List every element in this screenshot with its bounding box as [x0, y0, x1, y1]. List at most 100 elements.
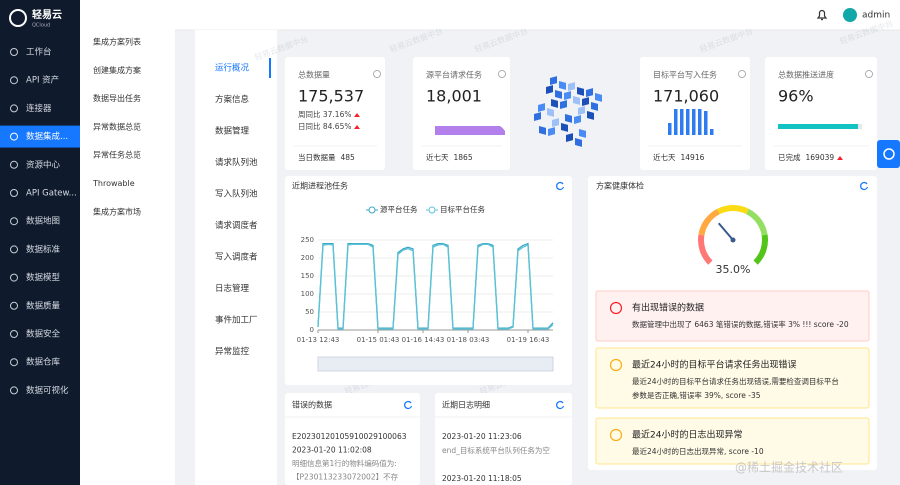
mini-bar: [680, 109, 684, 135]
stat-title: 总数据量: [298, 70, 330, 80]
gauge-hub: [730, 237, 736, 243]
logo-text: 轻易云: [32, 8, 62, 21]
sidebar-item[interactable]: 数据仓库: [26, 357, 61, 368]
mini-bar: [698, 109, 702, 135]
alert: [595, 290, 870, 342]
menu-icon: [10, 330, 18, 338]
nav-item[interactable]: 写入调度者: [215, 252, 258, 263]
nav-item[interactable]: 请求调度者: [215, 220, 258, 231]
sidebar-item[interactable]: 工作台: [26, 47, 52, 58]
sidebar-item[interactable]: 资源中心: [26, 159, 61, 170]
x-tick-label: 01-18 03:43: [447, 336, 490, 344]
sidebar-item[interactable]: 数据集成...: [26, 131, 68, 142]
avatar: [843, 8, 857, 22]
submenu-item[interactable]: 集成方案列表: [93, 37, 141, 47]
up-arrow: [354, 113, 360, 117]
cube: [559, 81, 566, 90]
cube: [591, 102, 598, 111]
nav-panel: [195, 30, 277, 485]
legend-marker: [368, 206, 376, 214]
log-card: [435, 393, 572, 485]
x-tick-label: 01-13 12:43: [297, 336, 340, 344]
series-line: [317, 243, 554, 330]
error-line: 【P230113233072002】不存: [292, 472, 399, 482]
log-line: end_目标系统平台队列任务为空: [442, 445, 550, 455]
sidebar-item[interactable]: API 资产: [26, 75, 59, 86]
sidebar: [0, 0, 80, 485]
sidebar-item[interactable]: 数据质量: [26, 300, 61, 311]
menu-icon: [10, 217, 18, 226]
refresh-icon: [860, 181, 869, 191]
stat-card: [413, 57, 510, 170]
submenu-panel: [80, 0, 175, 485]
cube: [547, 108, 554, 117]
sidebar-item[interactable]: 数据标准: [26, 244, 61, 255]
stat-footer-label: 当日数据量: [298, 152, 336, 162]
legend-label[interactable]: 源平台任务: [380, 204, 418, 214]
mini-bar: [710, 129, 714, 135]
sidebar-item[interactable]: API Gatew...: [26, 189, 77, 199]
menu-icon: [10, 76, 18, 85]
stat-value: 18,001: [426, 87, 482, 106]
stat-title: 源平台请求任务: [426, 70, 482, 80]
menu-icon: [10, 386, 18, 395]
credit: @稀土掘金技术社区: [735, 460, 843, 475]
cube: [587, 110, 594, 120]
stat-value: 171,060: [653, 87, 719, 106]
menu-icon: [10, 104, 18, 113]
progress-fill: [778, 124, 858, 129]
error-line: 2023-01-20 11:02:08: [292, 446, 372, 455]
logo-icon: [9, 9, 27, 27]
info-icon: [738, 70, 746, 78]
nav-item[interactable]: 方案信息: [215, 94, 250, 105]
legend-label[interactable]: 目标平台任务: [440, 204, 485, 214]
submenu-item[interactable]: 异常任务总览: [93, 150, 141, 160]
sidebar-item[interactable]: 数据模型: [26, 272, 61, 283]
nav-item[interactable]: 事件加工厂: [215, 315, 258, 326]
nav-item[interactable]: 异常监控: [215, 346, 250, 357]
stat-footer-label: 已完成: [778, 152, 801, 162]
submenu-item[interactable]: 集成方案市场: [93, 206, 141, 216]
stat-footer-value: 485: [341, 153, 356, 162]
mini-bar: [686, 109, 690, 135]
refresh-icon: [556, 181, 565, 191]
submenu-item[interactable]: 数据导出任务: [93, 93, 141, 103]
cube: [566, 133, 573, 142]
cube: [561, 123, 568, 132]
topbar: [80, 0, 900, 30]
nav-item[interactable]: 运行概况: [215, 63, 250, 74]
gauge-band: [698, 234, 713, 265]
health-title: 方案健康体检: [596, 181, 644, 191]
cube: [538, 103, 545, 112]
nav-item[interactable]: 数据管理: [215, 126, 250, 137]
cube: [582, 97, 589, 107]
submenu-item[interactable]: 异常数据总览: [93, 121, 141, 131]
sidebar-item[interactable]: 连接器: [26, 103, 52, 114]
cube: [552, 118, 559, 128]
chart-title: 近期进程池任务: [292, 181, 348, 191]
menu-icon: [10, 273, 18, 282]
mini-area: [435, 126, 505, 135]
error-title: 错误的数据: [292, 400, 332, 410]
mini-bar: [668, 123, 672, 135]
menu-icon: [10, 358, 18, 367]
stat-change: 日同比 84.65%: [298, 121, 351, 131]
sidebar-item[interactable]: 数据安全: [26, 329, 61, 340]
user-name[interactable]: admin: [862, 11, 890, 21]
cube: [534, 112, 541, 122]
log-line: 2023-01-20 11:23:06: [442, 432, 522, 441]
sidebar-item[interactable]: 数据可视化: [26, 385, 69, 396]
info-icon: [865, 70, 873, 78]
sidebar-item[interactable]: 数据地图: [26, 216, 60, 227]
alert-text: 最近24小时的目标平台请求任务出现错误,需要检查调目标平台: [632, 376, 839, 386]
stat-title: 目标平台写入任务: [653, 70, 717, 80]
nav-item[interactable]: 写入队列池: [215, 189, 258, 200]
nav-item[interactable]: 请求队列池: [215, 157, 258, 168]
y-tick-label: 0: [310, 326, 314, 334]
submenu-item[interactable]: Throwable: [92, 179, 135, 188]
stat-footer-label: 近七天: [653, 152, 676, 162]
alert-icon: [609, 428, 623, 442]
submenu-item[interactable]: 创建集成方案: [93, 65, 141, 75]
cube: [575, 137, 582, 147]
nav-item[interactable]: 日志管理: [215, 283, 250, 294]
